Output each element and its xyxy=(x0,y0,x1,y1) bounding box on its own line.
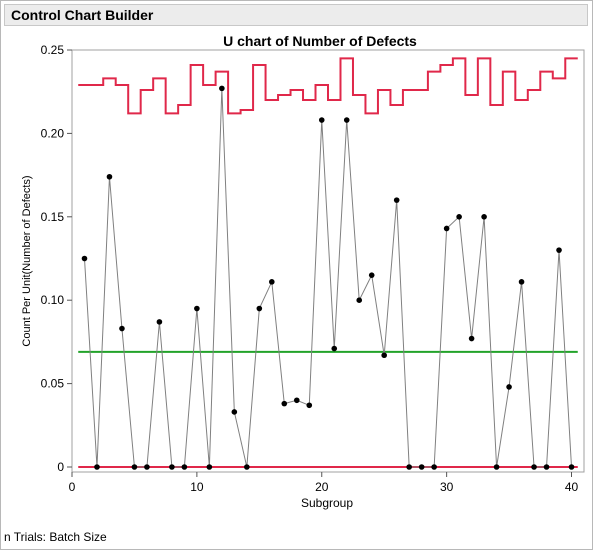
x-tick-label: 40 xyxy=(565,480,579,494)
report-title: Control Chart Builder xyxy=(11,7,154,23)
data-point[interactable] xyxy=(393,197,400,203)
data-point[interactable] xyxy=(418,464,425,470)
data-point[interactable] xyxy=(194,305,200,312)
data-point[interactable] xyxy=(518,279,525,285)
data-point[interactable] xyxy=(306,402,313,409)
y-tick-label: 0.15 xyxy=(41,210,65,224)
chart-title: U chart of Number of Defects xyxy=(223,33,417,49)
data-point[interactable] xyxy=(381,352,387,359)
data-point[interactable] xyxy=(181,464,188,470)
y-tick-label: 0.20 xyxy=(41,126,65,140)
y-tick-label: 0.05 xyxy=(41,377,65,391)
y-tick-label: 0 xyxy=(57,460,64,474)
data-point[interactable] xyxy=(556,247,562,253)
footer-note: n Trials: Batch Size xyxy=(4,530,107,544)
x-axis-label: Subgroup xyxy=(301,496,353,510)
x-tick-label: 10 xyxy=(190,480,204,494)
data-point[interactable] xyxy=(293,397,300,404)
data-point[interactable] xyxy=(94,464,100,470)
upper-control-limit xyxy=(78,57,578,115)
data-point[interactable] xyxy=(368,272,375,278)
chart-marks xyxy=(78,57,578,470)
x-tick-label: 30 xyxy=(440,480,454,494)
y-tick-label: 0.25 xyxy=(41,43,65,57)
data-point[interactable] xyxy=(431,464,437,470)
x-tick-label: 0 xyxy=(69,480,76,494)
y-axis-label: Count Per Unit(Number of Defects) xyxy=(21,175,33,346)
data-point[interactable] xyxy=(81,255,88,262)
data-point[interactable] xyxy=(343,117,350,123)
data-point[interactable] xyxy=(443,225,450,232)
data-point[interactable] xyxy=(481,213,487,220)
series-connector-line xyxy=(83,88,573,468)
data-point[interactable] xyxy=(543,464,550,470)
data-point[interactable] xyxy=(206,464,213,470)
data-point[interactable] xyxy=(219,85,225,92)
data-point[interactable] xyxy=(281,400,288,407)
data-point[interactable] xyxy=(468,335,475,342)
x-tick-label: 20 xyxy=(315,480,329,494)
data-point[interactable] xyxy=(331,345,338,352)
data-point[interactable] xyxy=(406,464,412,470)
data-point[interactable] xyxy=(144,464,150,470)
data-point[interactable] xyxy=(456,213,462,220)
data-point[interactable] xyxy=(506,384,512,390)
y-tick-label: 0.10 xyxy=(41,293,65,307)
plot-area xyxy=(71,49,585,473)
data-point[interactable] xyxy=(156,319,163,325)
axis-ticks: 0 0.05 0.10 0.15 0.20 0.25 0 10 20 30 40 xyxy=(41,43,579,494)
outline-header[interactable]: Control Chart Builder xyxy=(4,4,588,26)
data-point[interactable] xyxy=(356,297,363,303)
data-point[interactable] xyxy=(131,464,138,470)
data-point[interactable] xyxy=(106,173,113,180)
data-point[interactable] xyxy=(318,117,325,123)
data-point[interactable] xyxy=(119,325,125,332)
data-point[interactable] xyxy=(493,464,500,470)
data-point[interactable] xyxy=(169,464,175,470)
data-point[interactable] xyxy=(244,464,250,470)
data-point[interactable] xyxy=(231,409,238,415)
data-point[interactable] xyxy=(269,279,275,285)
data-point[interactable] xyxy=(531,464,537,470)
data-point[interactable] xyxy=(568,464,575,470)
data-point[interactable] xyxy=(256,305,263,312)
